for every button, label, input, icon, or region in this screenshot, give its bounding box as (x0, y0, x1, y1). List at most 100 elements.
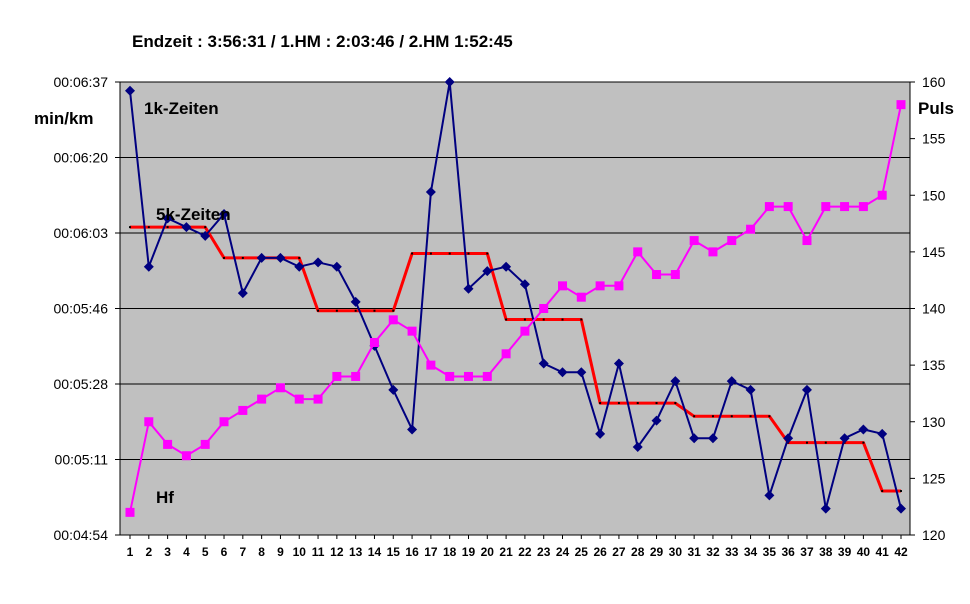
left-tick-label: 00:06:37 (54, 74, 109, 90)
data-point-1k-zeiten (294, 261, 305, 272)
x-tick-label: 10 (293, 545, 307, 559)
data-point-5k-zeiten (486, 252, 489, 255)
x-tick-label: 15 (387, 545, 401, 559)
data-point-5k-zeiten (505, 318, 508, 321)
x-tick-label: 23 (537, 545, 551, 559)
data-point-hf (614, 281, 624, 291)
data-point-hf (257, 394, 267, 404)
data-point-hf (144, 417, 154, 427)
data-point-1k-zeiten (576, 367, 587, 378)
data-point-5k-zeiten (900, 490, 902, 493)
x-tick-label: 42 (894, 545, 908, 559)
data-point-1k-zeiten (858, 424, 869, 435)
data-point-hf (576, 292, 586, 302)
x-tick-label: 22 (518, 545, 532, 559)
left-tick-label: 00:04:54 (54, 527, 109, 543)
data-point-hf (727, 236, 737, 246)
right-tick-label: 155 (922, 131, 946, 147)
data-point-5k-zeiten (429, 252, 432, 255)
x-tick-label: 25 (575, 545, 589, 559)
data-point-5k-zeiten (392, 309, 395, 312)
x-tick-label: 16 (405, 545, 419, 559)
data-point-1k-zeiten (463, 283, 474, 294)
x-tick-label: 11 (312, 545, 325, 559)
data-point-hf (689, 236, 699, 246)
x-tick-label: 24 (556, 545, 570, 559)
data-point-5k-zeiten (335, 309, 338, 312)
x-tick-label: 2 (145, 545, 152, 559)
data-point-hf (463, 371, 473, 381)
annotation-1k-zeiten: 1k-Zeiten (144, 99, 219, 118)
right-tick-label: 130 (922, 414, 946, 430)
series-layer (125, 77, 906, 517)
data-point-hf (558, 281, 568, 291)
data-point-5k-zeiten (730, 415, 733, 418)
right-tick-label: 125 (922, 470, 946, 486)
data-point-1k-zeiten (538, 358, 549, 369)
data-point-1k-zeiten (388, 384, 399, 395)
x-tick-label: 31 (687, 545, 701, 559)
data-point-1k-zeiten (651, 415, 662, 426)
data-point-5k-zeiten (147, 226, 150, 229)
data-point-1k-zeiten (275, 252, 286, 263)
chart-title: Endzeit : 3:56:31 / 1.HM : 2:03:46 / 2.H… (132, 32, 513, 51)
data-point-1k-zeiten (783, 433, 794, 444)
data-point-1k-zeiten (425, 186, 436, 197)
data-point-1k-zeiten (839, 433, 850, 444)
data-point-hf (426, 360, 436, 370)
data-point-5k-zeiten (749, 415, 752, 418)
right-tick-label: 145 (922, 244, 946, 260)
series-line-1k-zeiten (129, 81, 902, 510)
data-point-5k-zeiten (862, 441, 865, 444)
data-point-1k-zeiten (613, 358, 624, 369)
data-point-hf (369, 337, 379, 347)
data-point-1k-zeiten (707, 433, 718, 444)
x-tick-label: 7 (239, 545, 246, 559)
data-point-hf (275, 383, 285, 393)
x-tick-label: 8 (258, 545, 265, 559)
data-point-5k-zeiten (674, 402, 677, 405)
data-point-1k-zeiten (162, 213, 173, 224)
data-point-1k-zeiten (482, 266, 493, 277)
data-point-5k-zeiten (317, 309, 320, 312)
data-point-hf (445, 371, 455, 381)
data-point-hf (313, 394, 323, 404)
left-tick-label: 00:05:28 (54, 376, 109, 392)
x-tick-label: 27 (612, 545, 626, 559)
data-point-hf (858, 202, 868, 212)
data-point-5k-zeiten (617, 402, 620, 405)
x-tick-label: 30 (669, 545, 683, 559)
data-point-5k-zeiten (241, 256, 244, 259)
data-point-hf (238, 405, 248, 415)
data-point-5k-zeiten (448, 252, 451, 255)
data-point-5k-zeiten (655, 402, 658, 405)
data-point-hf (482, 371, 492, 381)
data-point-hf (840, 202, 850, 212)
data-point-5k-zeiten (805, 441, 808, 444)
data-point-1k-zeiten (181, 222, 192, 233)
data-point-hf (181, 451, 191, 461)
data-point-5k-zeiten (768, 415, 771, 418)
data-point-hf (802, 236, 812, 246)
data-point-5k-zeiten (411, 252, 414, 255)
left-tick-label: 00:05:46 (54, 301, 109, 317)
data-point-5k-zeiten (636, 402, 639, 405)
x-tick-label: 28 (631, 545, 645, 559)
right-tick-label: 150 (922, 187, 946, 203)
left-axis-ticks: 00:04:54 00:05:11 00:05:28 00:05:46 00:06:03… (54, 74, 120, 543)
annotation-hf: Hf (156, 488, 174, 507)
data-point-1k-zeiten (519, 279, 530, 290)
data-point-hf (332, 371, 342, 381)
data-point-hf (388, 315, 398, 325)
data-point-1k-zeiten (237, 288, 248, 299)
data-point-1k-zeiten (689, 433, 700, 444)
data-point-5k-zeiten (542, 318, 545, 321)
data-point-5k-zeiten (129, 226, 131, 229)
data-point-1k-zeiten (896, 503, 906, 514)
x-tick-label: 37 (800, 545, 814, 559)
x-tick-label: 17 (424, 545, 438, 559)
data-point-1k-zeiten (820, 503, 831, 514)
data-point-5k-zeiten (204, 226, 207, 229)
x-tick-label: 5 (202, 545, 209, 559)
